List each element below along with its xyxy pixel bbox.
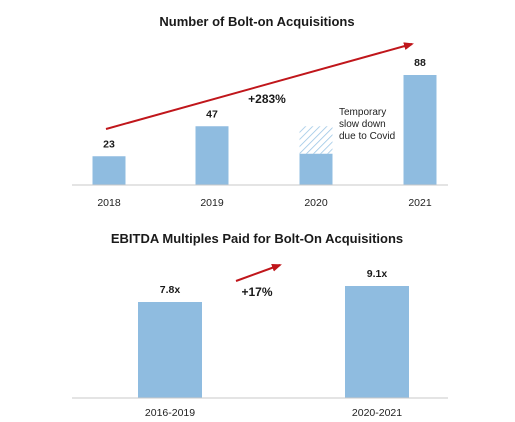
bar-2018 bbox=[92, 156, 126, 185]
tick-label-2020-2021: 2020-2021 bbox=[352, 407, 402, 419]
data-label-2018: 23 bbox=[103, 138, 115, 150]
chart1-growth-arrow bbox=[105, 42, 414, 130]
data-label-2016-2019: 7.8x bbox=[160, 284, 181, 296]
bar-2016-2019 bbox=[138, 302, 202, 398]
tick-label-2016-2019: 2016-2019 bbox=[145, 407, 195, 419]
data-label-2021: 88 bbox=[414, 57, 426, 69]
data-label-2019: 47 bbox=[206, 108, 218, 120]
bolt-on-acquisitions-chart: Number of Bolt-on Acquisitions 23 47 88 +2… bbox=[72, 14, 448, 209]
bar-2019 bbox=[195, 126, 229, 185]
covid-annotation-line-2: slow down bbox=[339, 119, 386, 130]
bar-2020 bbox=[299, 153, 333, 185]
chart2-tick-labels: 2016-2019 2020-2021 bbox=[145, 407, 402, 419]
chart2-title: EBITDA Multiples Paid for Bolt-On Acquis… bbox=[111, 231, 403, 246]
chart1-title: Number of Bolt-on Acquisitions bbox=[159, 14, 354, 29]
covid-annotation-line-3: due to Covid bbox=[339, 131, 395, 142]
tick-label-2021: 2021 bbox=[408, 197, 432, 209]
chart2-growth-arrow bbox=[235, 263, 282, 282]
tick-label-2019: 2019 bbox=[200, 197, 224, 209]
data-label-2020-2021: 9.1x bbox=[367, 268, 388, 280]
chart1-tick-labels: 2018 2019 2020 2021 bbox=[97, 197, 432, 209]
covid-annotation-line-1: Temporary bbox=[339, 107, 386, 118]
chart1-bars: 23 47 88 bbox=[92, 57, 437, 185]
chart2-bars: 7.8x 9.1x bbox=[138, 268, 409, 398]
tick-label-2020: 2020 bbox=[304, 197, 328, 209]
chart1-growth-label: +283% bbox=[248, 92, 286, 106]
ebitda-multiples-chart: EBITDA Multiples Paid for Bolt-On Acquis… bbox=[72, 231, 448, 419]
tick-label-2018: 2018 bbox=[97, 197, 121, 209]
bar-2021 bbox=[403, 75, 437, 185]
chart2-growth-label: +17% bbox=[241, 285, 272, 299]
covid-annotation: Temporary slow down due to Covid bbox=[339, 107, 395, 142]
bar-2020-hatched bbox=[299, 126, 333, 154]
bar-2020-2021 bbox=[345, 286, 409, 398]
